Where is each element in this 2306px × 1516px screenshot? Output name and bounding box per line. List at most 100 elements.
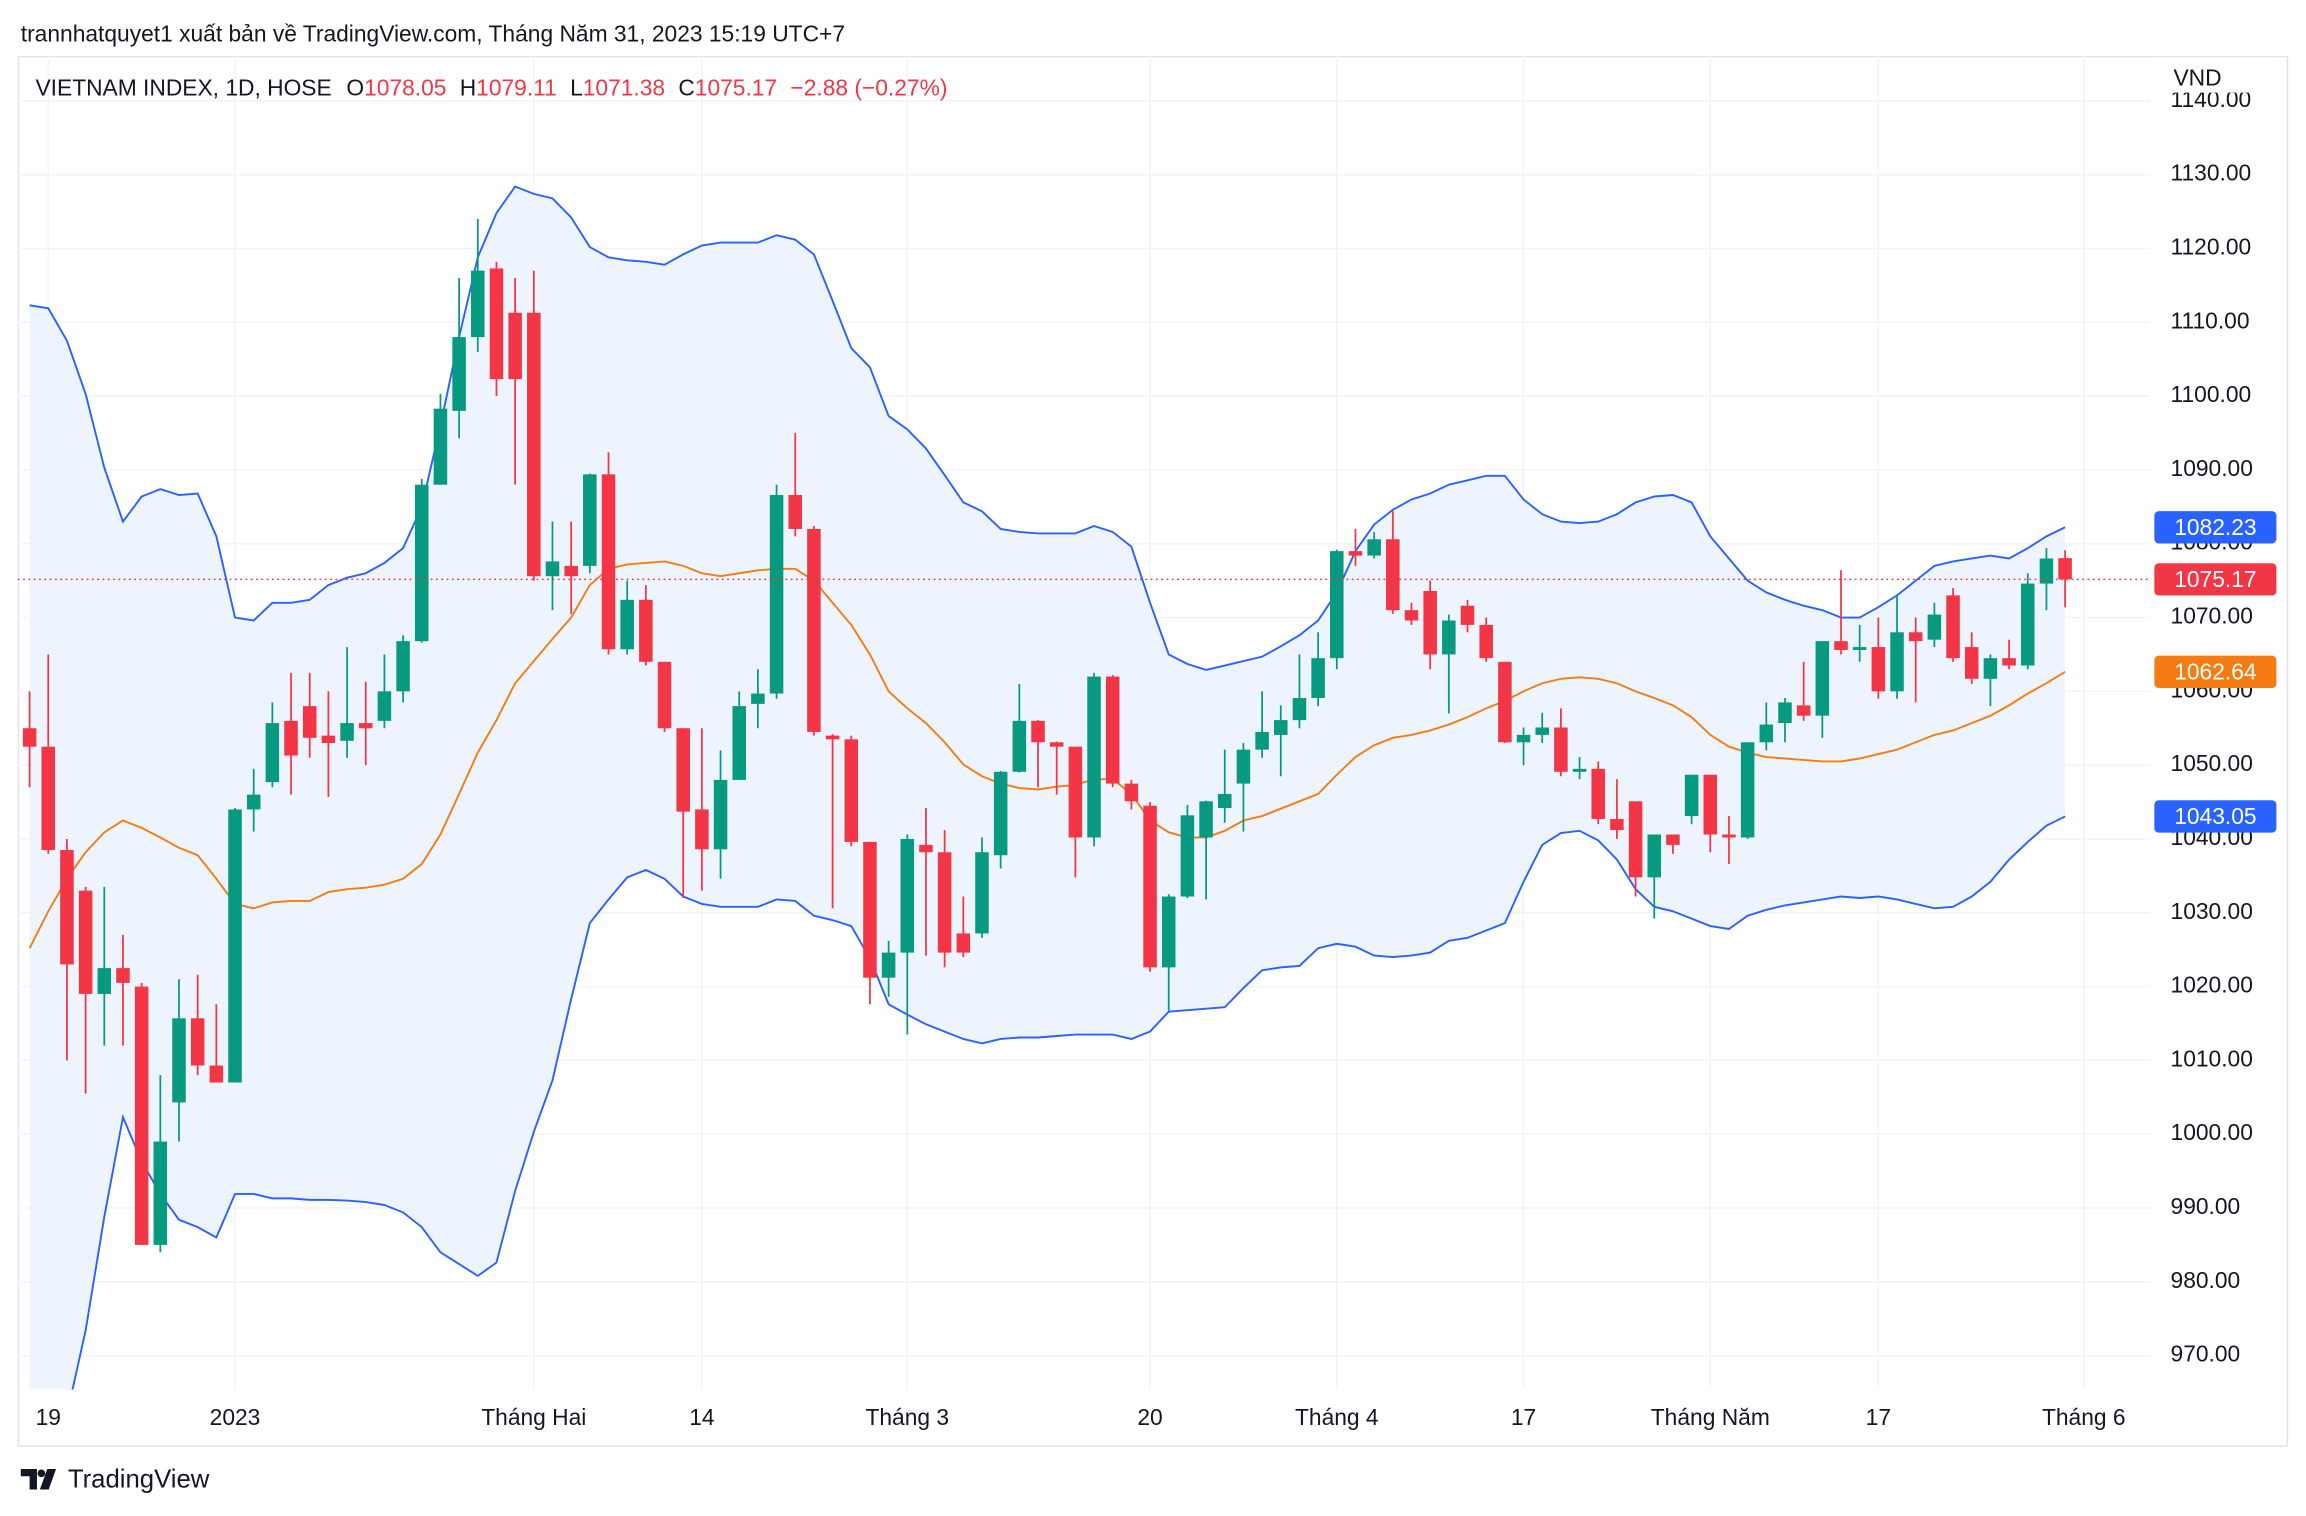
candle-body — [1871, 647, 1886, 692]
band-line — [71, 815, 2066, 1390]
candle-body — [881, 952, 896, 978]
candle-body — [246, 794, 261, 810]
unit-backdrop — [2152, 57, 2286, 93]
price-tag-label: 1075.17 — [2174, 566, 2256, 592]
candle-body — [1516, 734, 1531, 743]
candle-body — [919, 844, 933, 853]
candle-body — [1330, 551, 1344, 659]
candle-body — [1087, 676, 1101, 838]
candle-body — [452, 337, 466, 411]
candle-body — [1423, 590, 1437, 655]
candle-body — [1684, 774, 1699, 817]
price-tag — [2154, 655, 2277, 689]
candle-body — [78, 890, 93, 994]
ohlc-key: L — [570, 75, 583, 101]
y-tick-label: 1130.00 — [2171, 160, 2252, 186]
footer: TradingView — [20, 1466, 210, 1494]
candle-body — [564, 565, 578, 577]
candle-body — [695, 809, 709, 850]
candle-body — [1722, 834, 1736, 838]
candle-body — [1535, 727, 1549, 735]
candle-body — [414, 484, 429, 642]
candle-body — [1199, 801, 1213, 838]
band-line — [29, 185, 2066, 671]
candle-body — [956, 933, 971, 953]
price-tag — [2154, 800, 2277, 833]
y-tick-label: 1050.00 — [2171, 750, 2253, 776]
candle-body — [1442, 620, 1456, 655]
candle-body — [1311, 658, 1325, 698]
candle-body — [1012, 720, 1027, 772]
x-tick-label: 14 — [689, 1404, 714, 1430]
y-tick-label: 970.00 — [2171, 1341, 2241, 1367]
candle-body — [1778, 702, 1792, 724]
candle-body — [825, 735, 840, 740]
candle-body — [1647, 834, 1662, 878]
logo — [20, 1468, 57, 1490]
y-unit: VND — [2173, 64, 2221, 90]
candle-body — [583, 474, 597, 566]
x-tick-label: Tháng Hai — [481, 1404, 586, 1430]
frame — [17, 55, 2289, 1447]
candle-body — [1386, 539, 1400, 611]
candle-body — [657, 661, 672, 729]
candle-body — [732, 706, 746, 780]
candle-body — [302, 706, 317, 738]
price-tag-label: 1043.05 — [2174, 803, 2256, 829]
ohlc-value: 1078.05 — [364, 75, 446, 101]
candle-body — [1217, 793, 1232, 808]
candle-body — [1983, 658, 1998, 679]
candle-body — [1236, 749, 1251, 784]
candle-body — [1815, 641, 1830, 716]
candle-body — [1946, 595, 1960, 659]
candle-body — [1908, 632, 1923, 642]
candle-body — [1852, 647, 1867, 651]
candle-body — [1759, 724, 1774, 743]
axes: 970.00 980.00 990.00 1000.00 1010.00 1020.00 1… — [36, 86, 2277, 1430]
candle-body — [1124, 783, 1139, 802]
candle-body — [489, 268, 504, 380]
logo-dot — [37, 1469, 46, 1478]
candle-body — [1666, 834, 1680, 845]
legend-header: VIETNAM INDEX, 1D, HOSE O1078.05 H1079.11 L… — [35, 75, 947, 101]
candle-body — [1105, 676, 1120, 784]
ohlc-value: 1075.17 — [695, 75, 777, 101]
candle-body — [1834, 641, 1848, 651]
candle-body — [620, 599, 634, 650]
candle-body — [340, 723, 354, 741]
x-tick-label: 17 — [1511, 1404, 1536, 1430]
candle-body — [97, 968, 112, 994]
candle-body — [1796, 705, 1811, 716]
candle-body — [1479, 624, 1493, 659]
candle-body — [937, 852, 952, 953]
ohlc-key: H — [460, 75, 476, 101]
candle-body — [1890, 632, 1904, 692]
candle-body — [1740, 742, 1755, 838]
candle-body — [2002, 658, 2016, 666]
ohlc-key: O — [346, 75, 364, 101]
candle-body — [993, 771, 1008, 856]
candle-body — [788, 495, 803, 529]
candle-body — [1367, 539, 1381, 556]
candle-body — [2020, 583, 2035, 666]
candle-body — [1255, 731, 1269, 750]
candle-body — [769, 495, 784, 694]
candle-body — [358, 723, 373, 729]
candle-body — [1161, 896, 1176, 968]
candle-body — [844, 739, 859, 842]
candle-body — [1628, 801, 1643, 878]
candle-body — [1498, 661, 1512, 743]
y-tick-label: 1070.00 — [2171, 603, 2253, 629]
candle-body — [601, 474, 616, 650]
y-tick-label: 1030.00 — [2171, 898, 2253, 924]
candle-body — [807, 528, 821, 732]
change: −2.88 (−0.27%) — [790, 75, 947, 101]
price-tag-label: 1082.23 — [2174, 514, 2256, 540]
ohlc-value: 1071.38 — [583, 75, 665, 101]
candle-body — [41, 746, 56, 851]
ohlc-key: C — [678, 75, 694, 101]
candle-body — [639, 599, 653, 662]
candle-body — [508, 312, 522, 380]
candle-body — [545, 561, 560, 577]
